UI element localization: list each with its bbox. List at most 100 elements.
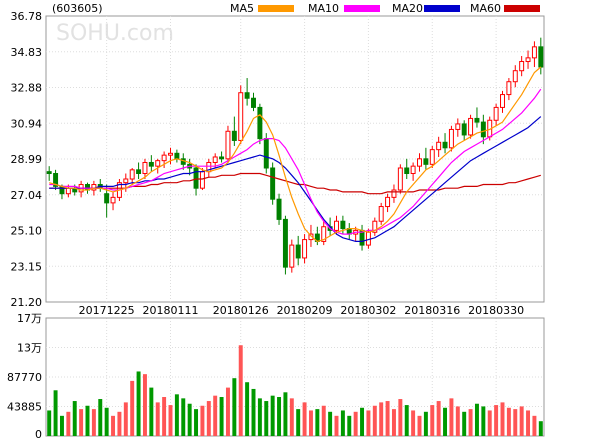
candle-body: [423, 158, 429, 165]
price-tick-label: 23.15: [11, 260, 43, 273]
volume-bar: [277, 397, 282, 436]
sohu-watermark: SOHU.com: [56, 21, 174, 46]
candle-body: [161, 154, 167, 162]
volume-bar: [181, 398, 186, 436]
candle-body: [123, 178, 129, 184]
price-axis-ticks: 36.78 34.83 32.88 30.94 28.99 27.04 25.10 23.15…: [11, 10, 43, 309]
volume-bar: [53, 390, 58, 436]
volume-bar: [481, 406, 486, 436]
date-tick-label: 20180111: [143, 304, 199, 317]
candle-body: [442, 141, 448, 149]
legend-label-ma5: MA5: [230, 2, 254, 15]
volume-bar: [98, 399, 103, 436]
candle-body: [65, 187, 71, 195]
volume-bar: [468, 409, 473, 436]
candle-body: [110, 196, 116, 204]
volume-bar: [455, 406, 460, 436]
volume-bar: [213, 395, 218, 436]
volume-tick-label: 13万: [17, 342, 42, 355]
price-tick-label: 34.83: [11, 46, 43, 59]
volume-bar: [353, 411, 358, 436]
legend-swatch-ma5: [258, 5, 294, 12]
candle-body: [506, 81, 512, 96]
candle-body: [270, 167, 276, 200]
candle-body: [46, 171, 52, 175]
price-tick-label: 30.94: [11, 117, 43, 130]
candle-body: [429, 149, 435, 165]
date-tick-label: 20180302: [340, 304, 396, 317]
volume-bar: [111, 415, 116, 436]
price-grid: [46, 51, 544, 267]
candle-body: [53, 173, 59, 187]
candle-body: [455, 123, 461, 130]
volume-bar: [296, 409, 301, 436]
stock-code: (603605): [52, 2, 103, 15]
candle-body: [263, 138, 269, 169]
candle-body: [59, 185, 65, 195]
volume-bar: [85, 405, 90, 436]
candle-body: [104, 193, 110, 204]
candle-body: [512, 70, 518, 83]
volume-bar: [225, 387, 230, 436]
volume-bar: [538, 421, 543, 436]
candle-body: [385, 196, 391, 208]
candle-body: [340, 220, 346, 230]
volume-bar: [130, 380, 135, 436]
candle-body: [525, 57, 531, 63]
ma5-line: [49, 66, 542, 243]
candle-body: [531, 46, 537, 59]
candle-body: [397, 167, 403, 191]
volume-bar: [519, 406, 524, 436]
candle-body: [404, 167, 410, 175]
volume-bar: [328, 411, 333, 436]
volume-bar: [385, 401, 390, 436]
volume-bar: [302, 402, 307, 436]
candle-body: [244, 92, 250, 99]
volume-tick-label: 17万: [17, 312, 42, 325]
volume-bar: [308, 410, 313, 436]
candle-body: [251, 97, 256, 108]
volume-bar: [264, 401, 269, 436]
date-axis-ticks: 20171225 20180111 20180126 20180209 20180302…: [79, 16, 524, 436]
candle-body: [493, 106, 499, 121]
candle-body: [519, 61, 525, 72]
volume-bar: [219, 397, 224, 436]
price-tick-label: 27.04: [11, 189, 43, 202]
volume-bar: [289, 398, 294, 436]
volume-bar: [232, 378, 237, 436]
volume-bar: [257, 398, 262, 436]
volume-bar: [526, 410, 531, 436]
candle-body: [174, 152, 180, 160]
price-tick-label: 36.78: [11, 10, 43, 23]
candle-body: [500, 94, 505, 108]
candle-body: [238, 92, 244, 141]
date-tick-label: 20180330: [468, 304, 524, 317]
legend-label-ma10: MA10: [308, 2, 339, 15]
volume-bar: [443, 407, 448, 436]
volume-bar: [474, 403, 479, 436]
candle-body: [321, 226, 327, 242]
volume-bar: [142, 374, 147, 436]
volume-bar: [500, 402, 505, 436]
volume-bar: [174, 394, 179, 436]
ma10-line: [49, 88, 542, 235]
price-tick-label: 25.10: [11, 225, 43, 238]
candle-body: [448, 128, 454, 149]
volume-bar: [187, 403, 192, 436]
candle-body: [391, 189, 397, 198]
date-tick-label: 20171225: [79, 304, 135, 317]
volume-bar: [155, 402, 160, 436]
candle-body: [461, 123, 467, 136]
candlesticks: [46, 37, 544, 275]
volume-bar: [411, 410, 416, 436]
volume-bar: [366, 410, 371, 436]
volume-bar: [449, 398, 454, 436]
volume-bar: [487, 410, 492, 436]
volume-bar: [117, 411, 122, 436]
volume-bar: [206, 401, 211, 436]
volume-bar: [123, 402, 128, 436]
moving-average-lines: [49, 66, 542, 243]
candle-body: [474, 117, 480, 123]
volume-bar: [372, 405, 377, 436]
volume-bar: [494, 405, 499, 436]
